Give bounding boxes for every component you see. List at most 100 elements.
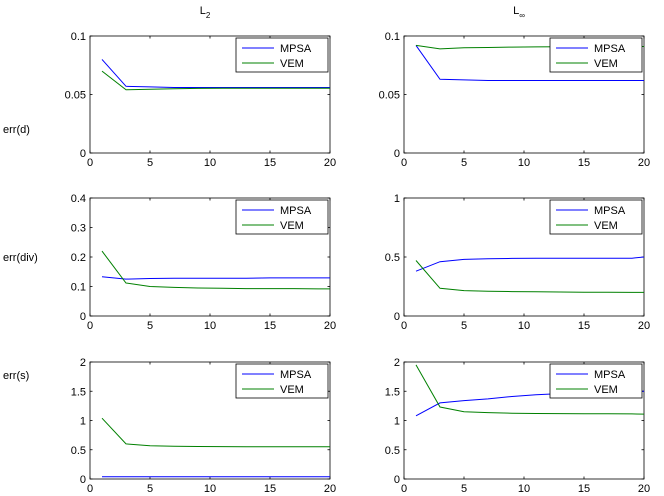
- column-title-linf-main: L: [513, 5, 519, 17]
- panel-errd-l2: 0 5 10 15 20 0 0.05 0.1 MPSA VEM: [65, 31, 337, 169]
- y-tick-label: 0: [80, 311, 86, 323]
- column-title-l2: L2: [200, 5, 211, 20]
- x-tick-label: 20: [324, 157, 336, 169]
- legend-label-vem: VEM: [594, 384, 618, 396]
- legend-label-mpsa: MPSA: [280, 369, 312, 381]
- x-tick-label: 15: [578, 483, 590, 495]
- legend-label-mpsa: MPSA: [280, 205, 312, 217]
- y-tick-label: 0.1: [71, 31, 86, 43]
- panel-errdiv-l2: 0 5 10 15 20 0 0.1 0.2 0.3 0.4 MPSA VEM: [71, 193, 336, 332]
- legend-box: [235, 37, 329, 73]
- x-tick-label: 0: [401, 157, 407, 169]
- legend: MPSA VEM: [235, 37, 329, 73]
- legend-box: [549, 363, 643, 399]
- y-tick-label: 0.5: [385, 445, 400, 457]
- y-tick-label: 0: [80, 474, 86, 486]
- column-title-l2-main: L: [200, 5, 206, 17]
- y-tick-label: 0.05: [65, 90, 86, 102]
- x-tick-label: 0: [87, 483, 93, 495]
- x-tick-label: 5: [147, 157, 153, 169]
- y-tick-label: 0.5: [385, 252, 400, 264]
- x-tick-label: 10: [518, 483, 530, 495]
- series-line-vem: [101, 70, 330, 91]
- y-tick-label: 0: [394, 148, 400, 160]
- legend-label-vem: VEM: [280, 220, 304, 232]
- legend-box: [549, 37, 643, 73]
- series-line-vem: [101, 417, 330, 448]
- panel-errs-linf: 0 5 10 15 20 0 0.5 1 1.5 2 MPSA VEM: [385, 357, 650, 495]
- y-tick-label: 2: [80, 357, 86, 369]
- legend-label-mpsa: MPSA: [594, 205, 626, 217]
- y-tick-label: 0.2: [71, 252, 86, 264]
- series-line-mpsa: [415, 256, 645, 272]
- legend-label-mpsa: MPSA: [280, 43, 312, 55]
- legend-box: [235, 199, 329, 235]
- x-tick-label: 10: [204, 483, 216, 495]
- series-line-vem: [415, 260, 644, 293]
- x-tick-label: 20: [324, 483, 336, 495]
- x-tick-label: 5: [461, 157, 467, 169]
- column-title-l2-sub: 2: [206, 11, 211, 20]
- legend-box: [549, 199, 643, 235]
- y-tick-label: 0.4: [71, 193, 86, 205]
- x-tick-label: 15: [264, 157, 276, 169]
- legend-label-vem: VEM: [594, 220, 618, 232]
- panel-errd-linf: 0 5 10 15 20 0 0.05 0.1 MPSA VEM: [379, 31, 651, 169]
- x-tick-label: 15: [264, 320, 276, 332]
- legend-label-vem: VEM: [280, 58, 304, 70]
- x-tick-label: 20: [324, 320, 336, 332]
- panel-errdiv-linf: 0 5 10 15 20 0 0.5 1 MPSA VEM: [385, 193, 650, 332]
- x-tick-label: 10: [204, 320, 216, 332]
- series-line-vem: [415, 364, 645, 415]
- x-tick-label: 20: [638, 320, 650, 332]
- y-tick-label: 0.1: [71, 282, 86, 294]
- y-tick-label: 1: [80, 416, 86, 428]
- y-tick-label: 0.1: [385, 31, 400, 43]
- panel-errs-l2: 0 5 10 15 20 0 0.5 1 1.5 2 MPSA VEM: [71, 357, 336, 495]
- column-title-linf-sub: ∞: [519, 11, 525, 20]
- legend: MPSA VEM: [235, 199, 329, 235]
- y-tick-label: 0: [80, 148, 86, 160]
- x-tick-label: 0: [87, 157, 93, 169]
- column-title-linf: L∞: [513, 5, 525, 20]
- x-tick-label: 15: [578, 157, 590, 169]
- x-tick-label: 15: [578, 320, 590, 332]
- x-tick-label: 5: [461, 483, 467, 495]
- x-tick-label: 15: [264, 483, 276, 495]
- legend: MPSA VEM: [549, 363, 643, 399]
- legend-label-mpsa: MPSA: [594, 369, 626, 381]
- y-tick-label: 0.05: [379, 90, 400, 102]
- y-tick-label: 0.5: [71, 445, 86, 457]
- svg-text:L∞: L∞: [513, 5, 525, 20]
- legend-label-vem: VEM: [594, 58, 618, 70]
- x-tick-label: 5: [147, 483, 153, 495]
- series-line-vem: [101, 250, 330, 290]
- x-tick-label: 5: [461, 320, 467, 332]
- y-tick-label: 0: [394, 474, 400, 486]
- x-tick-label: 5: [147, 320, 153, 332]
- y-tick-label: 1: [394, 193, 400, 205]
- legend: MPSA VEM: [235, 363, 329, 399]
- x-tick-label: 20: [638, 483, 650, 495]
- x-tick-label: 10: [518, 157, 530, 169]
- row-label-err-s: err(s): [3, 370, 29, 382]
- legend: MPSA VEM: [549, 199, 643, 235]
- y-tick-label: 2: [394, 357, 400, 369]
- svg-text:L2: L2: [200, 5, 211, 20]
- x-tick-label: 0: [401, 483, 407, 495]
- y-tick-label: 1.5: [71, 386, 86, 398]
- y-tick-label: 0.3: [71, 223, 86, 235]
- x-tick-label: 0: [401, 320, 407, 332]
- row-label-err-div: err(div): [3, 252, 38, 264]
- series-line-mpsa: [415, 45, 644, 81]
- x-tick-label: 10: [204, 157, 216, 169]
- x-tick-label: 20: [638, 157, 650, 169]
- series-line-mpsa: [101, 276, 330, 280]
- y-tick-label: 1.5: [385, 386, 400, 398]
- row-label-err-d: err(d): [3, 124, 30, 136]
- series-line-mpsa: [101, 59, 330, 88]
- legend-label-mpsa: MPSA: [594, 43, 626, 55]
- x-tick-label: 0: [87, 320, 93, 332]
- legend-box: [235, 363, 329, 399]
